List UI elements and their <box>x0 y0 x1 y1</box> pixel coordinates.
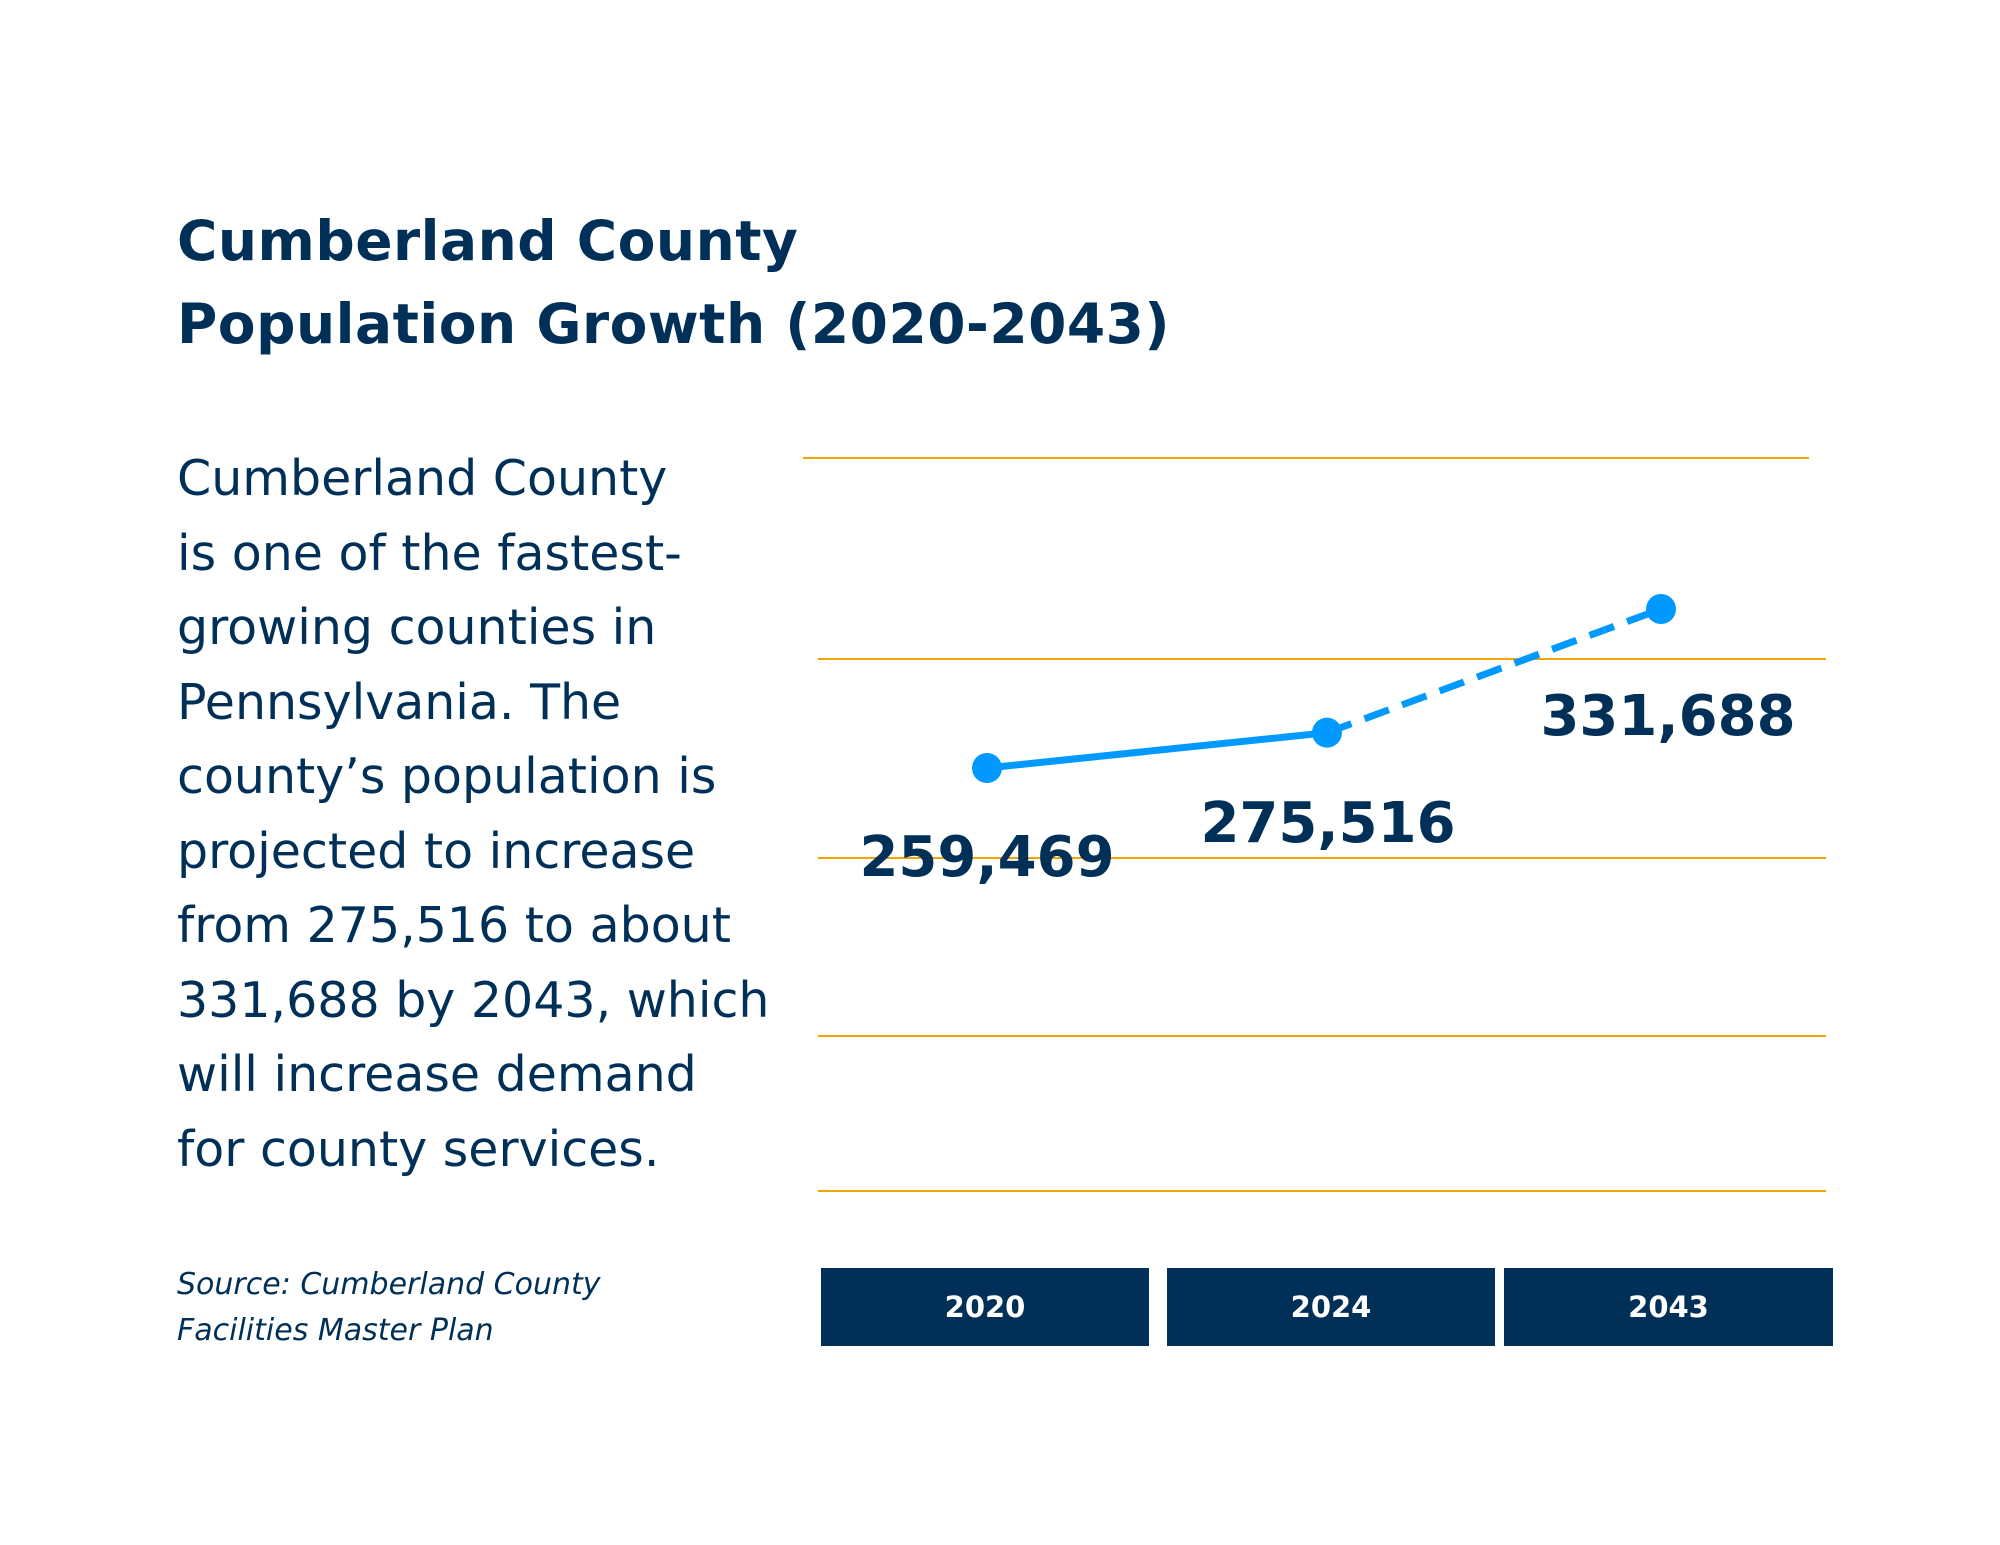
data-label-2043: 331,688 <box>1540 684 1795 749</box>
series-lines <box>986 605 1663 772</box>
description-line: is one of the fastest- <box>177 524 682 582</box>
description: Cumberland County is one of the fastest-g… <box>177 442 777 1187</box>
title-line-2: Population Growth (2020-2043) <box>177 292 1171 356</box>
category-2043: 2043 <box>1504 1268 1833 1346</box>
series-segment-2020-2024 <box>986 729 1328 772</box>
series-segment-2024-2043 <box>1325 605 1663 736</box>
description-line: Cumberland County <box>177 450 668 507</box>
data-label-2020: 259,469 <box>859 825 1114 890</box>
category-2024: 2024 <box>1167 1268 1495 1346</box>
data-point-2024 <box>1312 717 1342 748</box>
gridlines <box>803 457 1826 1192</box>
data-point-2020 <box>972 753 1002 783</box>
description-line: 331,688 by 2043, which <box>177 971 770 1029</box>
data-points <box>972 594 1676 783</box>
category-2020: 2020 <box>821 1268 1149 1346</box>
chart-title: Cumberland County Population Growth (202… <box>177 200 1170 366</box>
source-note: Source: Cumberland County Facilities Mas… <box>177 1262 601 1354</box>
title-line-1: Cumberland County <box>177 209 799 273</box>
description-line: Pennsylvania. The <box>177 673 622 731</box>
source-line-2: Facilities Master Plan <box>177 1313 494 1348</box>
source-line-1: Source: Cumberland County <box>177 1267 601 1302</box>
description-line: for county services. <box>177 1120 660 1178</box>
description-line: county’s population is <box>177 748 717 805</box>
data-labels: 259,469 275,516 331,688 <box>859 684 1795 890</box>
description-line: projected to increase <box>177 822 696 880</box>
description-line: from 275,516 to about <box>177 897 731 954</box>
description-line: growing counties in <box>177 599 657 656</box>
data-label-2024: 275,516 <box>1200 791 1455 856</box>
description-line: will increase demand <box>177 1046 697 1103</box>
data-point-2043 <box>1646 594 1676 625</box>
